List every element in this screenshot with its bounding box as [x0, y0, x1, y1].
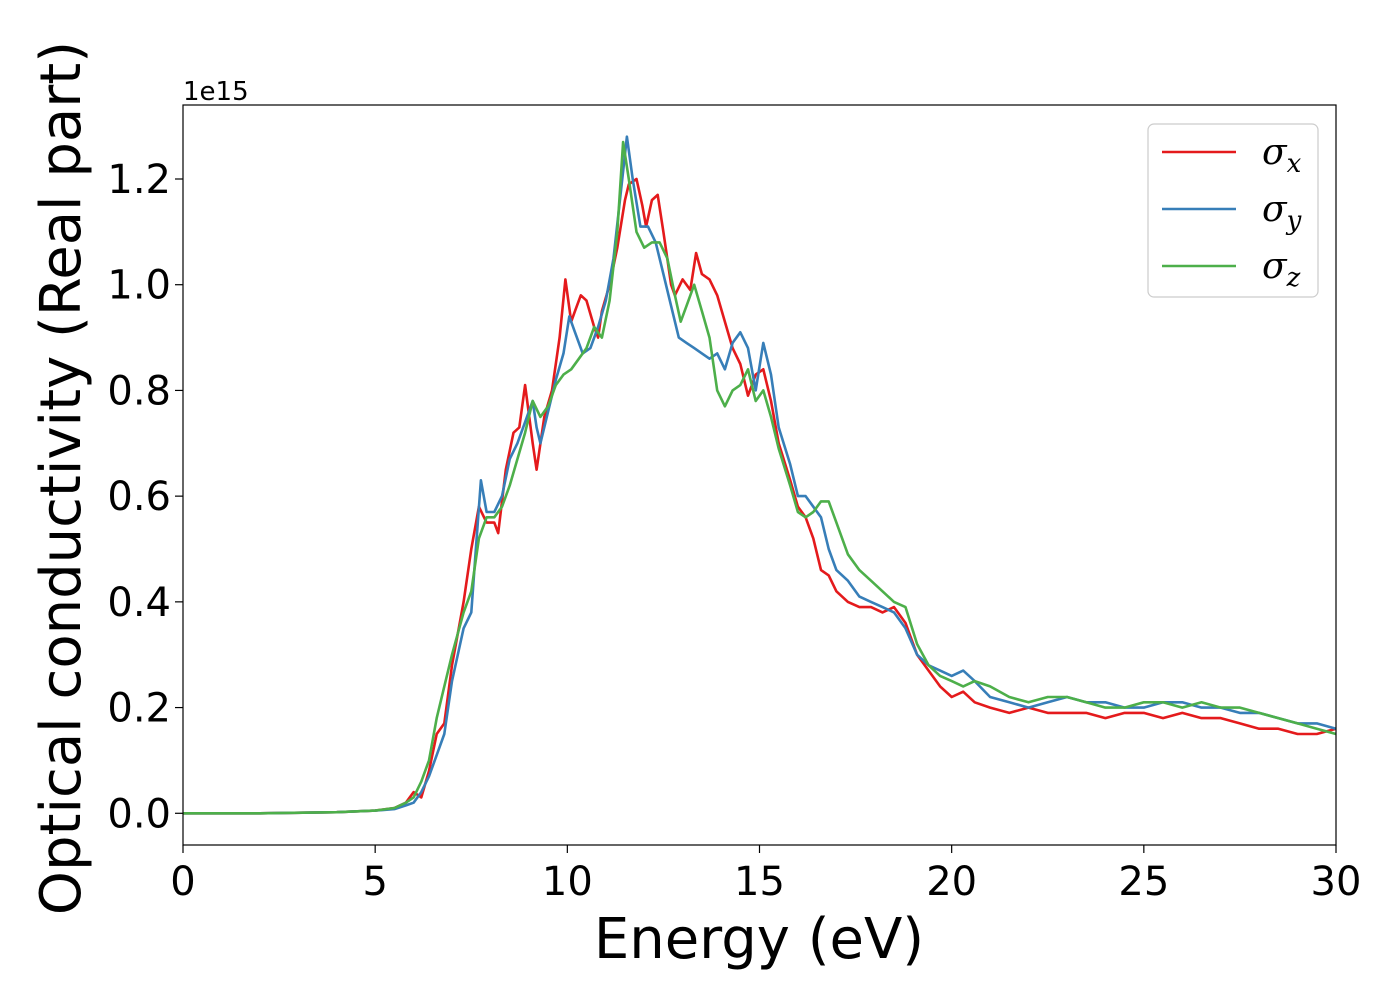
x-axis-ticks: 0 5 10 15 20 25 30 — [170, 845, 1361, 905]
series-line-z — [183, 140, 1337, 815]
y-tick-label: 1.0 — [107, 263, 171, 309]
plot-lines — [183, 135, 1337, 815]
x-tick-label: 15 — [734, 859, 785, 905]
y-tick-label: 0.4 — [107, 580, 171, 626]
y-tick-label: 0.8 — [107, 368, 171, 414]
legend-label-y: σy — [1262, 189, 1302, 236]
x-tick-label: 0 — [170, 859, 195, 905]
series-line-y — [183, 135, 1337, 815]
x-tick-label: 10 — [542, 859, 593, 905]
legend-entries: σx σy σz — [1162, 132, 1302, 293]
legend-frame — [1147, 123, 1319, 298]
y-axis-ticks: 0.0 0.2 0.4 0.6 0.8 1.0 1.2 — [107, 157, 183, 837]
x-axis-title: Energy (eV) — [594, 907, 924, 972]
y-tick-label: 0.0 — [107, 791, 171, 837]
y-tick-label: 0.6 — [107, 474, 171, 520]
x-tick-label: 25 — [1118, 859, 1169, 905]
x-tick-label: 20 — [926, 859, 977, 905]
y-offset-label: 1e15 — [183, 77, 249, 107]
x-tick-label: 30 — [1311, 859, 1362, 905]
y-axis-title: Optical conductivity (Real part) — [29, 41, 94, 915]
y-tick-label: 1.2 — [107, 157, 171, 203]
legend-label-x: σx — [1262, 132, 1302, 179]
legend: σx σy σz — [1147, 123, 1319, 298]
x-tick-label: 5 — [362, 859, 387, 905]
y-tick-label: 0.2 — [107, 686, 171, 732]
series-line-x — [183, 177, 1337, 815]
legend-label-z: σz — [1262, 246, 1301, 293]
